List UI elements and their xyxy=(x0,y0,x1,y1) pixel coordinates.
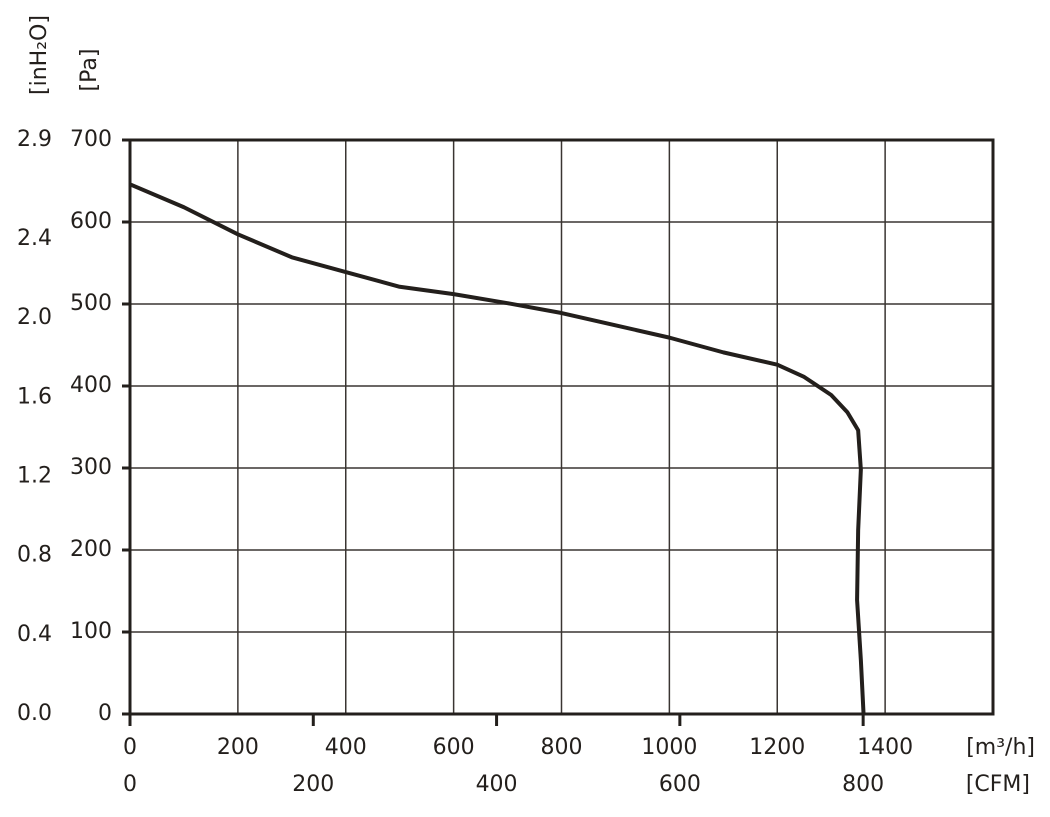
x2-tick-label: 0 xyxy=(123,772,137,797)
y2-tick-label: 1.6 xyxy=(17,384,52,409)
y-axis-label: [Pa] xyxy=(77,49,102,92)
x-tick-label: 0 xyxy=(123,735,137,760)
x-tick-label: 1400 xyxy=(857,735,913,760)
y-tick-label: 400 xyxy=(70,373,112,398)
y2-tick-label: 0.4 xyxy=(17,622,52,647)
x-axis-label: [m³/h] xyxy=(966,735,1035,760)
plot-frame xyxy=(128,138,995,716)
y-tick-label: 500 xyxy=(70,291,112,316)
y-tick-label: 600 xyxy=(70,209,112,234)
x-tick-label: 800 xyxy=(541,735,583,760)
x2-tick-label: 400 xyxy=(476,772,518,797)
y2-tick-label: 2.9 xyxy=(17,127,52,152)
y-tick-label: 0 xyxy=(98,701,112,726)
y2-tick-label: 0.0 xyxy=(17,701,52,726)
y2-tick-label: 2.4 xyxy=(17,226,52,251)
x2-tick-label: 600 xyxy=(659,772,701,797)
y-tick-label: 700 xyxy=(70,127,112,152)
x2-tick-label: 200 xyxy=(292,772,334,797)
y-tick-label: 200 xyxy=(70,537,112,562)
x-tick-label: 400 xyxy=(325,735,367,760)
x2-tick-label: 800 xyxy=(842,772,884,797)
x-tick-label: 1200 xyxy=(749,735,805,760)
x-tick-label: 200 xyxy=(217,735,259,760)
x-tick-label: 1000 xyxy=(641,735,697,760)
y2-axis-label: [inH₂O] xyxy=(27,15,52,95)
curve xyxy=(129,182,866,715)
y-tick-label: 100 xyxy=(70,619,112,644)
y-tick-label: 300 xyxy=(70,455,112,480)
y2-tick-label: 1.2 xyxy=(17,463,52,488)
y2-tick-label: 0.8 xyxy=(17,543,52,568)
x2-axis-label: [CFM] xyxy=(966,772,1030,797)
y2-tick-label: 2.0 xyxy=(17,305,52,330)
x-tick-label: 600 xyxy=(433,735,475,760)
